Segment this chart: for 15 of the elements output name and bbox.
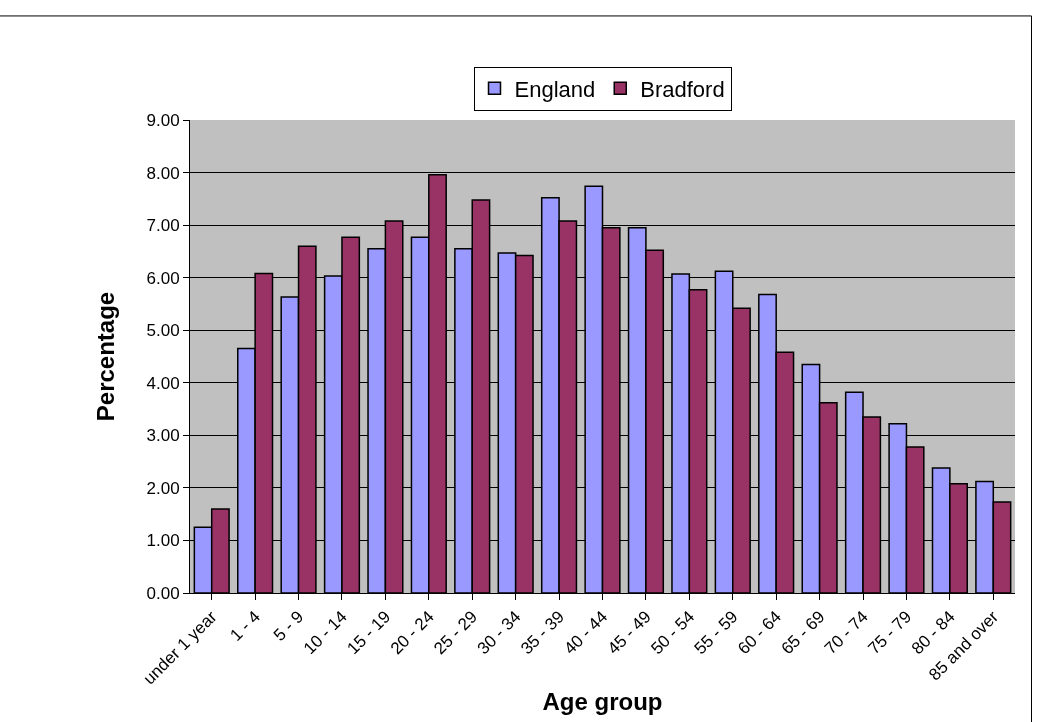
legend-label: England (514, 76, 596, 102)
y-axis-title: Percentage (91, 291, 119, 422)
y-tick-label: 6.00 (146, 268, 180, 288)
x-axis-title: Age group (542, 687, 663, 715)
y-tick-label: 5.00 (146, 321, 180, 341)
y-tick-label: 0.00 (146, 583, 180, 603)
y-tick-label: 9.00 (146, 110, 180, 130)
y-tick-label: 7.00 (146, 216, 180, 236)
x-tick-label: 1 - 4 (226, 607, 264, 645)
y-tick-label: 1.00 (146, 531, 180, 551)
y-tick-label: 2.00 (146, 478, 180, 498)
y-tick-label: 4.00 (146, 373, 180, 393)
y-tick-label: 8.00 (146, 163, 180, 183)
y-tick-label: 3.00 (146, 426, 180, 446)
legend-label: Bradford (640, 76, 725, 102)
